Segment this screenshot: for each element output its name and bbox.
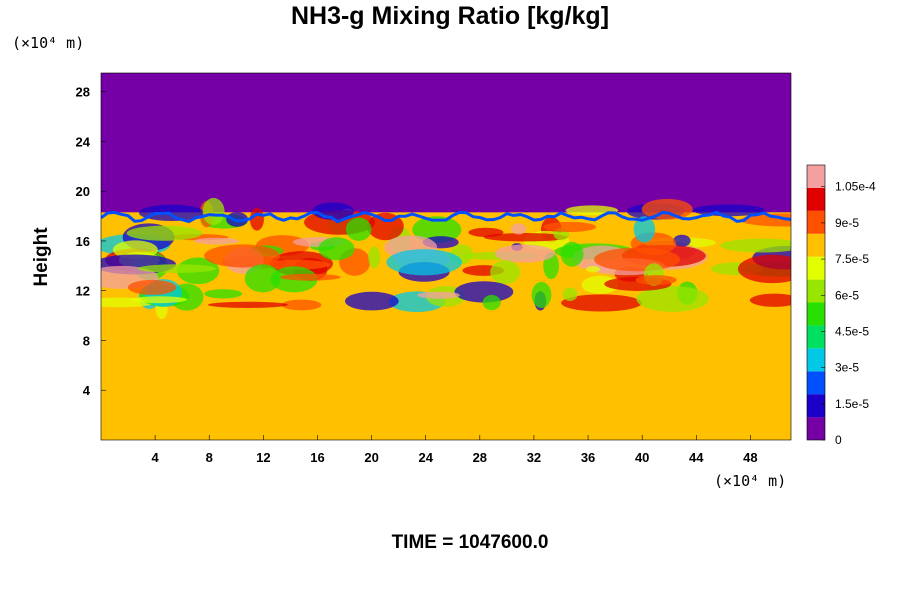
field-patch [482,294,501,311]
field-patch [202,197,225,226]
colorbar-tick-label: 9e-5 [835,216,859,230]
plot-frame [100,72,792,441]
field-patch [454,281,514,303]
colorbar-swatch [807,210,825,234]
field-patch [494,244,555,263]
field-patch [490,260,521,284]
field-patch [345,291,399,311]
colorbar-swatch [807,302,825,326]
field-patch [126,225,203,241]
colorbar-swatch [807,233,825,257]
field-patch [468,227,504,238]
field-patch [561,294,642,312]
field-patch [412,216,462,244]
chart-title: NH3-g Mixing Ratio [kg/kg] [290,2,610,30]
y-tick-label: 24 [76,134,91,149]
field-patch [749,293,791,307]
y-unit-label: (×10⁴ m) [12,34,85,52]
field-patch [737,254,791,284]
field-patch [585,265,601,273]
field-patch [263,259,330,270]
field-patch [510,223,527,235]
colorbar-tick-label: 7.5e-5 [835,252,869,266]
field-patch [204,289,243,299]
field-patch [127,279,177,295]
field-patch [673,234,691,247]
field-patch [281,299,322,311]
field-patch [635,275,677,285]
colorbar-tick-label: 3e-5 [835,361,859,375]
field-patch [345,217,372,241]
field-patch [641,198,693,220]
colorbar-swatch [807,371,825,395]
colorbar-swatch [807,325,825,349]
colorbar-swatch [807,348,825,372]
x-tick-label: 28 [473,450,487,465]
colorbar-tick-label: 0 [835,433,842,447]
time-readout: TIME = 1047600.0 [391,532,549,553]
x-tick-label: 40 [635,450,649,465]
x-tick-label: 8 [206,450,213,465]
field-patch [386,249,463,276]
y-tick-label: 28 [76,85,90,100]
x-tick-label: 48 [743,450,757,465]
field-patch [594,247,681,272]
field-patch [193,237,240,245]
upper-field [101,73,791,213]
colorbar-swatch [807,417,825,440]
field-patch [562,287,578,302]
y-tick-label: 16 [76,234,90,249]
field-patch [483,233,568,242]
y-tick-label: 4 [83,383,91,398]
field-patch [368,246,381,269]
field-patch [131,296,188,304]
field-patch [636,286,709,312]
field-patch [318,237,355,261]
x-tick-label: 32 [527,450,541,465]
colorbar-swatch [807,394,825,418]
colorbar: 0 1.5e-5 3e-5 4.5e-5 6e-5 7.5e-5 9e-5 1.05e-4 [806,164,876,447]
field-patch [560,241,584,267]
x-tick-label: 16 [310,450,324,465]
field-patch [417,291,460,299]
x-axis-ticks: 4 8 12 16 20 24 28 32 36 40 44 48 [152,435,758,465]
y-tick-label: 8 [83,333,90,348]
x-tick-label: 4 [152,450,160,465]
field-patch [531,281,552,308]
field-patch [204,244,281,268]
colorbar-tick-label: 1.05e-4 [835,180,876,194]
field-patch [279,273,341,281]
colorbar-swatch [807,165,825,188]
x-tick-label: 12 [256,450,270,465]
field-patch [244,264,281,293]
colorbar-tick-label: 6e-5 [835,288,859,302]
colorbar-tick-label: 1.5e-5 [835,397,869,411]
field-patch [720,238,791,253]
plot-area [101,73,791,440]
colorbar-frame [806,164,826,441]
colorbar-swatch [807,187,825,211]
x-tick-label: 36 [581,450,595,465]
y-axis-ticks: 4 8 12 16 20 24 28 [76,85,106,398]
y-tick-label: 12 [76,284,90,299]
field-patch [138,204,205,222]
x-tick-label: 20 [364,450,378,465]
boundary-layer [101,197,791,320]
colorbar-swatch [807,279,825,303]
colorbar-swatch [807,256,825,280]
x-tick-label: 24 [418,450,433,465]
boundary-edge [101,210,791,224]
colorbar-tick-label: 4.5e-5 [835,324,869,338]
field-patch [207,301,288,308]
y-tick-label: 20 [76,184,90,199]
field-patch [543,221,597,232]
field-patch [633,216,656,243]
x-unit-label: (×10⁴ m) [714,472,787,490]
x-tick-label: 44 [689,450,704,465]
field-patch [137,264,217,273]
